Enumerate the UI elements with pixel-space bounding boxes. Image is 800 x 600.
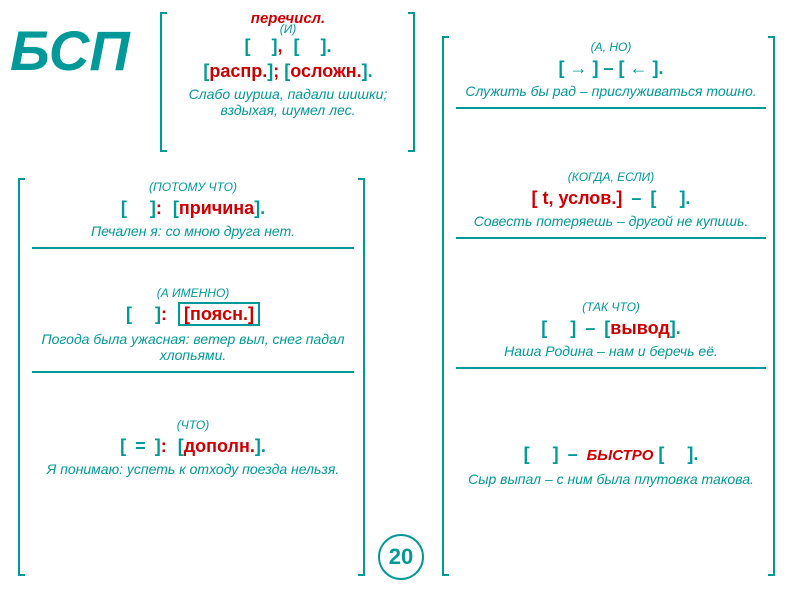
- right-b3: (ТАК ЧТО) [ ] – [вывод]. Наша Родина – н…: [456, 300, 766, 369]
- top-schema2: [распр.]; [осложн.].: [172, 61, 404, 82]
- left-b3-example: Я понимаю: успеть к отходу поезда нельзя…: [32, 461, 354, 477]
- divider: [32, 247, 354, 249]
- right-b3-schema: [ ] – [вывод].: [456, 318, 766, 339]
- r1-schema: [ → ] – [ ← ].: [456, 58, 766, 79]
- left-bracket-right: [358, 178, 365, 576]
- top-example: Слабо шурша, падали шишки; вздыхая, шуме…: [172, 86, 404, 118]
- right-bracket-right: [768, 36, 775, 576]
- left-b3-schema: [ = ]: [дополн.].: [32, 436, 354, 457]
- divider: [456, 107, 766, 109]
- left-b2-hint: (А ИМЕННО): [32, 286, 354, 300]
- divider: [456, 367, 766, 369]
- left-b1-schema: [ ]: [причина].: [32, 198, 354, 219]
- right-b4: [ ] – БЫСТРО [ ]. Сыр выпал – с ним была…: [456, 440, 766, 487]
- r1-hint: (А, НО): [456, 40, 766, 54]
- divider: [456, 237, 766, 239]
- right-b3-example: Наша Родина – нам и беречь её.: [456, 343, 766, 359]
- top-hint-sub: (И): [172, 22, 404, 36]
- left-b2-schema: [ ]: [поясн.]: [32, 304, 354, 325]
- left-b3: (ЧТО) [ = ]: [дополн.]. Я понимаю: успет…: [32, 418, 354, 477]
- diagram-title: БСП: [10, 18, 130, 83]
- left-b3-hint: (ЧТО): [32, 418, 354, 432]
- left-b2: (А ИМЕННО) [ ]: [поясн.] Погода была ужа…: [32, 286, 354, 373]
- left-b1-example: Печален я: со мною друга нет.: [32, 223, 354, 239]
- left-b1: (ПОТОМУ ЧТО) [ ]: [причина]. Печален я: …: [32, 180, 354, 249]
- right-b2-hint: (КОГДА, ЕСЛИ): [456, 170, 766, 184]
- right-b2-schema: [ t, услов.] – [ ].: [456, 188, 766, 209]
- right-b2-example: Совесть потеряешь – другой не купишь.: [456, 213, 766, 229]
- top-bracket-left: [160, 12, 167, 152]
- boxed-schema: [поясн.]: [178, 302, 260, 326]
- top-bracket-right: [408, 12, 415, 152]
- r1-block: (А, НО) [ → ] – [ ← ]. Служить бы рад – …: [456, 40, 766, 109]
- right-b4-schema: [ ] – БЫСТРО [ ].: [456, 444, 766, 465]
- divider: [32, 371, 354, 373]
- r1-example: Служить бы рад – прислуживаться тошно.: [456, 83, 766, 99]
- right-b2: (КОГДА, ЕСЛИ) [ t, услов.] – [ ]. Совест…: [456, 170, 766, 239]
- right-b3-hint: (ТАК ЧТО): [456, 300, 766, 314]
- left-bracket-left: [18, 178, 25, 576]
- page-number: 20: [378, 534, 424, 580]
- top-block: перечисл. (И) [ ], [ ]. [распр.]; [ослож…: [172, 10, 404, 118]
- top-schema1: [ ], [ ].: [172, 36, 404, 57]
- right-b4-example: Сыр выпал – с ним была плутовка такова.: [456, 471, 766, 487]
- right-bracket-left: [442, 36, 449, 576]
- left-b1-hint: (ПОТОМУ ЧТО): [32, 180, 354, 194]
- left-b2-example: Погода была ужасная: ветер выл, снег пад…: [32, 331, 354, 363]
